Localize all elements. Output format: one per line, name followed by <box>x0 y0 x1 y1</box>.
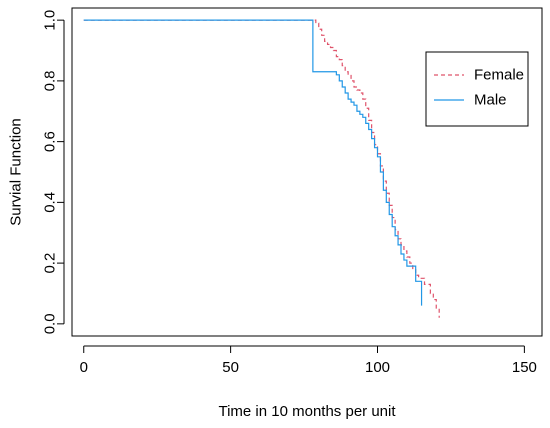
plot-border <box>71 7 543 337</box>
legend-label-female: Female <box>474 67 524 84</box>
legend: Female Male <box>425 51 529 127</box>
legend-label-male: Male <box>474 92 507 109</box>
x-tick-label: 50 <box>222 359 239 376</box>
series-line-female <box>83 19 440 318</box>
legend-box <box>425 51 529 127</box>
x-tick-label: 100 <box>365 359 390 376</box>
x-axis: 0 50 100 150 <box>80 345 537 376</box>
y-tick-label: 0.0 <box>42 313 59 334</box>
x-tick-label: 0 <box>80 359 88 376</box>
x-tick-label: 150 <box>512 359 537 376</box>
series-layer <box>83 19 440 318</box>
y-axis-title: Survial Function <box>8 118 25 226</box>
y-axis: 0.0 0.2 0.4 0.6 0.8 1.0 <box>42 10 65 334</box>
series-line-male <box>83 19 423 306</box>
y-tick-label: 0.4 <box>42 192 59 213</box>
y-tick-label: 0.8 <box>42 70 59 91</box>
y-tick-label: 0.2 <box>42 253 59 274</box>
x-axis-title: Time in 10 months per unit <box>218 403 396 420</box>
y-tick-label: 0.6 <box>42 131 59 152</box>
y-tick-label: 1.0 <box>42 10 59 31</box>
